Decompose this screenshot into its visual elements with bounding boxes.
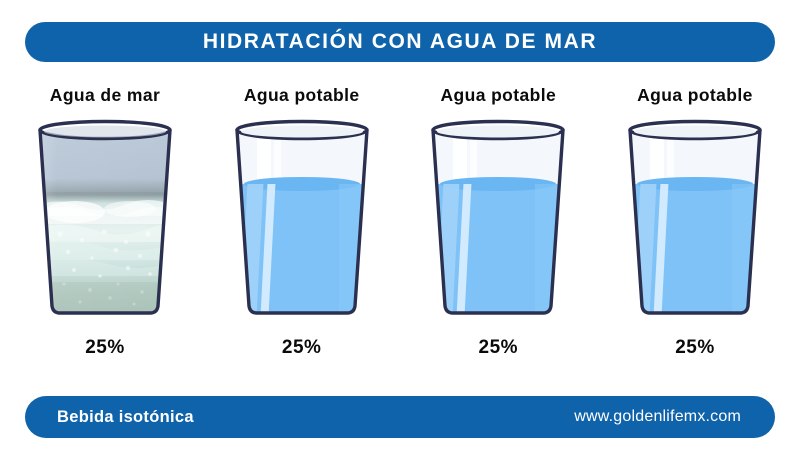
glass-percent: 25% — [281, 337, 322, 358]
glass-graphic-sea-water — [30, 116, 180, 324]
glass-outline — [628, 128, 762, 315]
header-banner: HIDRATACIÓN CON AGUA DE MAR — [25, 22, 775, 62]
glass-item-potable-2: Agua potable — [407, 85, 589, 380]
glasses-row: Agua de mar — [0, 85, 800, 380]
glass-graphic-potable-3 — [620, 116, 770, 324]
glass-item-sea-water: Agua de mar — [14, 85, 196, 380]
glass-percent: 25% — [478, 337, 519, 358]
glass-label: Agua potable — [243, 85, 360, 105]
glass-item-potable-1: Agua potable — [211, 85, 393, 380]
glass-percent: 25% — [675, 337, 715, 358]
glass-item-potable-3: Agua potable — [604, 85, 786, 380]
glass-rim-inner — [44, 125, 166, 138]
glass-label: Agua potable — [637, 85, 753, 105]
footer-tagline: Bebida isotónica — [57, 407, 194, 426]
glass-shine — [40, 130, 170, 313]
glass-percent: 25% — [85, 337, 125, 358]
water-fill — [433, 177, 564, 313]
glass-rim-inner — [633, 125, 756, 138]
glass-rim-inner — [240, 125, 363, 138]
page-title: HIDRATACIÓN CON AGUA DE MAR — [202, 30, 598, 53]
glass-label: Agua de mar — [49, 85, 161, 105]
glass-outline — [38, 128, 172, 315]
footer-banner: Bebida isotónica www.goldenlifemx.com — [25, 396, 775, 438]
glass-label: Agua potable — [440, 85, 557, 105]
glass-graphic-potable-2 — [423, 116, 573, 324]
footer-website[interactable]: www.goldenlifemx.com — [574, 408, 741, 425]
glass-outline — [431, 128, 566, 315]
glass-rim-inner — [437, 125, 560, 138]
glass-graphic-potable-1 — [227, 116, 377, 324]
glass-outline — [234, 128, 369, 315]
